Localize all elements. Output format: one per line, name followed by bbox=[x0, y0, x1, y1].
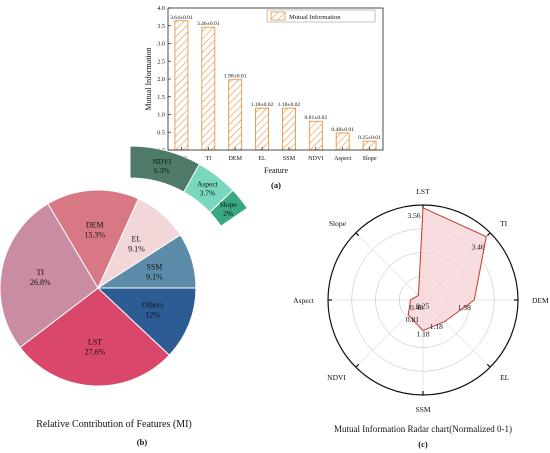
others-segment-label: Aspect bbox=[197, 180, 219, 189]
radar-polygon bbox=[407, 207, 487, 332]
x-axis-label: Feature bbox=[264, 166, 288, 175]
bar-value-label: 0.25±0.01 bbox=[358, 135, 381, 141]
y-tick-label: 3.0 bbox=[157, 41, 165, 48]
radar-spoke bbox=[355, 232, 424, 301]
pie-slice-percent: 26.8% bbox=[30, 278, 51, 287]
bar-value-label: 1.18±0.02 bbox=[251, 102, 274, 108]
x-tick-label: SSM bbox=[283, 155, 296, 162]
bar-value-label: 3.64±0.01 bbox=[170, 15, 193, 21]
pie-title: Relative Contribution of Features (MI) bbox=[36, 419, 192, 430]
radar-axis-label: SSM bbox=[415, 405, 430, 414]
radar-axis-label: NDVI bbox=[327, 373, 346, 382]
radar-value-label: 1.18 bbox=[430, 322, 443, 331]
radar-value-label: 1.18 bbox=[416, 330, 429, 339]
bar-el bbox=[255, 107, 269, 151]
pie-slice-label: Others bbox=[142, 301, 163, 310]
x-tick-label: TI bbox=[205, 155, 211, 162]
y-tick-label: 0.5 bbox=[157, 129, 165, 136]
radar-axis-label: Slope bbox=[329, 219, 347, 228]
radar-value-label: 3.46 bbox=[472, 242, 485, 251]
bar-plot-frame bbox=[167, 7, 384, 151]
pie-slice-label: DEM bbox=[86, 220, 104, 229]
radar-tick bbox=[486, 363, 491, 368]
y-tick-label: 2.5 bbox=[157, 58, 165, 65]
radar-axis-label: Aspect bbox=[293, 296, 315, 305]
pie-slice-percent: 9.1% bbox=[128, 244, 145, 253]
x-tick-label: Slope bbox=[363, 155, 377, 162]
x-tick-label: Aspect bbox=[334, 155, 351, 162]
x-tick-label: DEM bbox=[228, 155, 242, 162]
others-segment-slope bbox=[209, 189, 249, 227]
bar-legend: Mutual Information bbox=[266, 9, 376, 23]
others-segment-label: NDVI bbox=[152, 157, 171, 166]
radar-value-label: 0.48 bbox=[410, 303, 423, 312]
pie-slice-dem bbox=[47, 189, 140, 290]
radar-tick bbox=[355, 363, 360, 368]
radar-axis-label: LST bbox=[416, 187, 430, 196]
bar-chart-panel: 0.00.51.01.52.02.53.03.54.0 3.64±0.01LST… bbox=[144, 5, 384, 190]
pie-slice-percent: 27.6% bbox=[85, 348, 106, 357]
radar-value-label: 1.98 bbox=[458, 303, 471, 312]
radar-title: Mutual Information Radar chart(Normalize… bbox=[334, 424, 512, 434]
bar-dem bbox=[228, 79, 243, 151]
pie-slice-percent: 9.1% bbox=[146, 272, 163, 281]
radar-axis-label: TI bbox=[500, 219, 508, 228]
pie-slice-others bbox=[96, 287, 197, 356]
y-axis-label: Mutual Information bbox=[144, 47, 153, 110]
others-segment-percent: 2% bbox=[223, 209, 233, 218]
pie-slice-label: SSM bbox=[146, 262, 162, 271]
pie-slice-percent: 15.3% bbox=[84, 230, 105, 239]
bar-value-label: 3.46±0.01 bbox=[197, 21, 220, 27]
bar-value-label: 0.48±0.01 bbox=[331, 127, 354, 133]
bar-value-label: 1.18±0.02 bbox=[278, 102, 301, 108]
radar-axis-label: EL bbox=[500, 373, 510, 382]
bar-ssm bbox=[282, 107, 296, 151]
y-tick-label: 2.0 bbox=[157, 76, 165, 83]
pie-slice-label: TI bbox=[36, 268, 44, 277]
others-segment-percent: 6.3% bbox=[154, 166, 170, 175]
y-tick-label: 4.0 bbox=[157, 5, 165, 12]
radar-value-label: 3.56 bbox=[407, 211, 420, 220]
y-tick-label: 3.5 bbox=[157, 23, 165, 30]
bar-lst bbox=[174, 20, 189, 151]
panel-label-a: (a) bbox=[271, 180, 281, 190]
radar-chart-panel: LST TI DEM EL SSM NDVI Aspect Slope 3.56 3.46 1.98… bbox=[293, 187, 549, 449]
radar-value-label: 0.81 bbox=[406, 315, 419, 324]
others-segment-label: Slope bbox=[220, 200, 238, 209]
bar-value-label: 0.81±0.02 bbox=[304, 115, 327, 121]
legend-label: Mutual Information bbox=[289, 14, 341, 21]
legend-swatch bbox=[270, 11, 286, 21]
pie-slice-label: LST bbox=[88, 338, 102, 347]
radar-tick bbox=[486, 232, 491, 237]
pie-slice-label: EL bbox=[132, 234, 142, 243]
x-tick-label: EL bbox=[258, 155, 266, 162]
panel-label-c: (c) bbox=[418, 439, 428, 449]
y-tick-label: 1.0 bbox=[157, 112, 165, 119]
bar-value-label: 1.98±0.01 bbox=[224, 74, 247, 80]
others-segment-percent: 3.7% bbox=[200, 189, 216, 198]
radar-tick bbox=[355, 232, 360, 237]
x-tick-label: NDVI bbox=[308, 155, 323, 162]
radar-axis-label: DEM bbox=[532, 296, 549, 305]
pie-slice-lst bbox=[19, 287, 171, 387]
bar-ti bbox=[201, 26, 216, 151]
radar-value-label: 0.25 bbox=[416, 301, 429, 310]
pie-slice-ti bbox=[0, 203, 99, 349]
bar-ndvi bbox=[308, 120, 323, 151]
panel-label-b: (b) bbox=[137, 437, 148, 447]
pie-slice-percent: 12% bbox=[145, 311, 160, 320]
y-tick-label: 1.5 bbox=[157, 94, 165, 101]
